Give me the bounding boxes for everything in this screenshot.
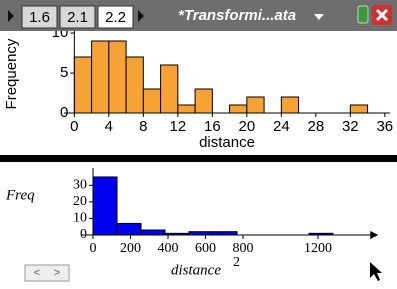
bar bbox=[230, 105, 247, 113]
tab-label: 1.6 bbox=[29, 9, 50, 26]
screen: 1.62.12.2 *Transformi...ata 048121620242… bbox=[0, 0, 397, 284]
x-tick-label: 28 bbox=[307, 118, 324, 135]
axis-arrow bbox=[370, 231, 378, 239]
x-tick-label: 600 bbox=[195, 241, 216, 256]
bar bbox=[350, 105, 367, 113]
x-tick-label: 800 bbox=[233, 241, 254, 256]
y-axis-label: Frequency bbox=[3, 38, 20, 109]
cursor bbox=[370, 262, 382, 281]
y-tick-label: 10 bbox=[73, 211, 87, 226]
x-tick-label: 4 bbox=[105, 118, 113, 135]
x-tick-label: 32 bbox=[342, 118, 359, 135]
y-tick-label: 30 bbox=[73, 177, 87, 192]
x-tick-label: 36 bbox=[376, 118, 393, 135]
x-axis-label: distance bbox=[171, 262, 221, 278]
x-axis-label-exponent: 2 bbox=[233, 255, 240, 270]
x-tick-label: 1200 bbox=[304, 241, 332, 256]
x-tick-label: 200 bbox=[120, 241, 141, 256]
bar bbox=[161, 65, 178, 113]
bar bbox=[93, 177, 117, 235]
y-tick-label: 0 bbox=[80, 227, 87, 242]
x-axis-label: distance bbox=[199, 134, 255, 151]
bar bbox=[247, 97, 264, 113]
bar bbox=[178, 105, 195, 113]
bar bbox=[141, 230, 165, 235]
x-tick-label: 20 bbox=[238, 118, 255, 135]
bar bbox=[126, 57, 143, 113]
bar bbox=[92, 41, 109, 113]
x-tick-label: 12 bbox=[169, 118, 186, 135]
bar bbox=[109, 41, 126, 113]
next[interactable]: > bbox=[54, 267, 60, 279]
separator bbox=[0, 155, 397, 162]
y-tick-label: 20 bbox=[73, 194, 87, 209]
y-axis-label: Freq bbox=[5, 187, 35, 203]
bar bbox=[74, 57, 91, 113]
x-tick-label: 24 bbox=[273, 118, 290, 135]
tab-label: 2.1 bbox=[67, 9, 88, 26]
x-tick-label: 16 bbox=[204, 118, 221, 135]
x-tick-label: 400 bbox=[158, 241, 179, 256]
battery bbox=[358, 6, 368, 23]
nav-buttons[interactable] bbox=[25, 265, 69, 281]
prev[interactable]: < bbox=[34, 267, 40, 279]
x-tick-label: 8 bbox=[139, 118, 147, 135]
tab-label: 2.2 bbox=[105, 9, 126, 26]
bar bbox=[281, 97, 298, 113]
bar bbox=[117, 223, 141, 235]
bar bbox=[143, 89, 160, 113]
bar bbox=[195, 89, 212, 113]
x-tick-label: 0 bbox=[90, 241, 97, 256]
x-tick-label: 0 bbox=[70, 118, 78, 135]
y-tick-label: 0 bbox=[60, 104, 68, 121]
document-title: *Transformi...ata bbox=[178, 7, 296, 24]
y-tick-label: 5 bbox=[60, 64, 68, 81]
